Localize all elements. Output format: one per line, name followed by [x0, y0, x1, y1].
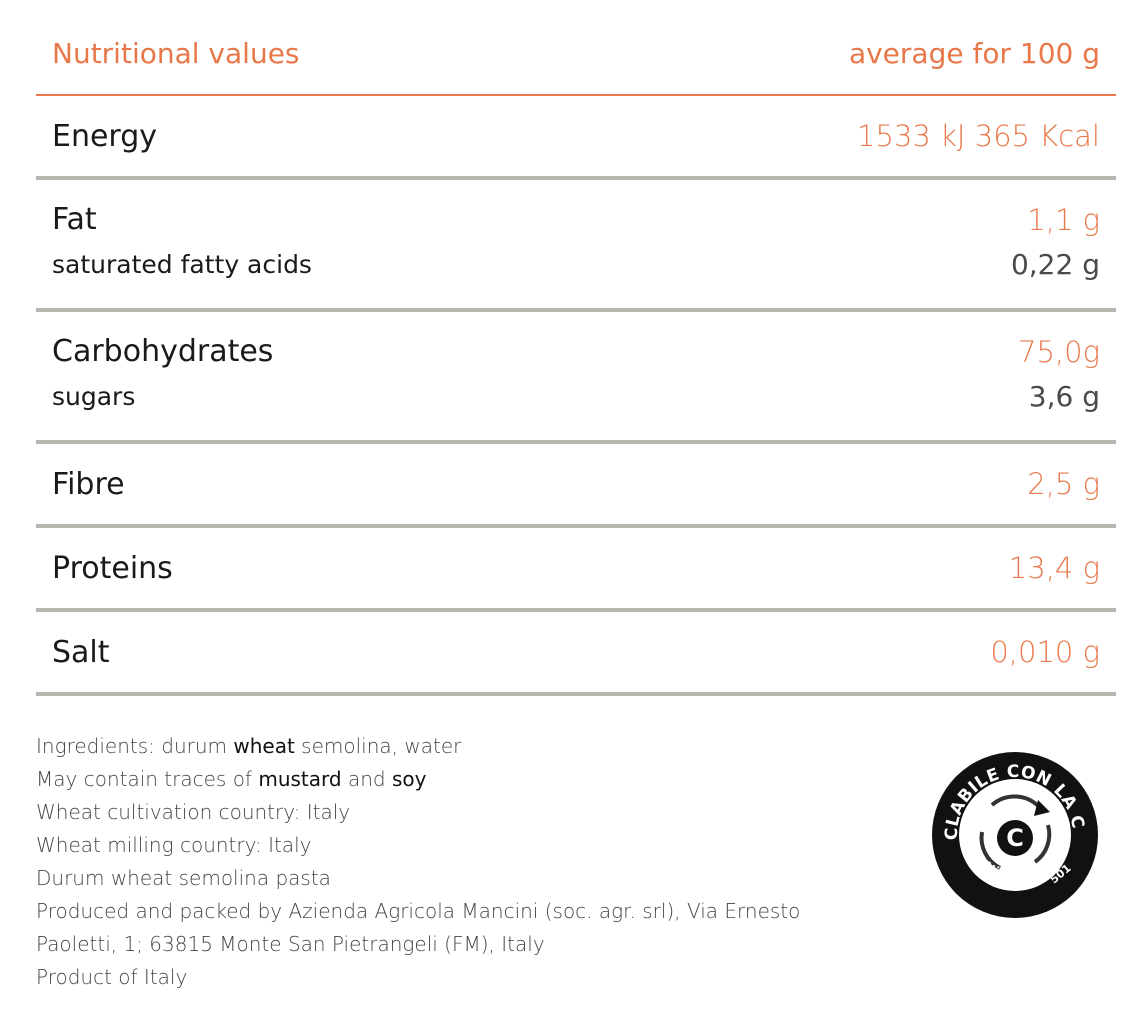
sub-nutrient-name: sugars — [52, 382, 136, 411]
traces-text: May contain traces of — [36, 767, 259, 791]
serving-basis: average for 100 g — [848, 36, 1100, 70]
allergen-mustard: mustard — [258, 767, 342, 791]
nutrient-value: 1,1 g — [1027, 202, 1100, 237]
nutrient-name: Energy — [52, 118, 158, 154]
ingredients-text: Ingredients: durum — [36, 734, 234, 758]
logo-center-disc — [997, 820, 1033, 856]
allergen-wheat: wheat — [233, 734, 295, 758]
nutrient-value: 0,010 g — [990, 635, 1100, 669]
sub-nutrient-value: 3,6 g — [1028, 380, 1100, 413]
nutrient-name: Carbohydrates — [52, 334, 274, 369]
table-title: Nutritional values — [52, 36, 300, 70]
nutrient-name: Proteins — [52, 550, 173, 586]
allergen-soy: soy — [391, 767, 427, 791]
sub-nutrient-name: saturated fatty acids — [52, 250, 312, 279]
milling-line: Wheat milling country: Italy — [36, 833, 312, 857]
traces-line: May contain traces of mustard and soy — [36, 763, 916, 796]
cultivation-line: Wheat cultivation country: Italy — [36, 800, 351, 824]
traces-text: and — [341, 767, 392, 791]
recyclable-paper-logo: RICICLABILE CON LA CARTA C Aticelca 501 — [930, 750, 1098, 918]
producer-line-2: Paoletti, 1; 63815 Monte San Pietrangeli… — [36, 932, 545, 956]
product-type-line: Durum wheat semolina pasta — [36, 866, 331, 890]
nutrition-table: Nutritional values average for 100 g Ene… — [36, 0, 1116, 696]
arrow-head-icon — [1034, 800, 1050, 816]
recycle-arrows-icon — [979, 794, 1052, 870]
nutrient-name: Fat — [52, 202, 97, 237]
nutrient-value: 75,0g — [1018, 334, 1100, 369]
table-header: Nutritional values average for 100 g — [36, 0, 1116, 96]
nutrient-row-fibre: Fibre 2,5 g — [36, 444, 1116, 528]
nutrient-row-fat: Fat 1,1 g saturated fatty acids 0,22 g — [36, 180, 1116, 312]
nutrient-row-carbohydrates: Carbohydrates 75,0g sugars 3,6 g — [36, 312, 1116, 444]
nutrient-value: 1533 kJ 365 Kcal — [857, 119, 1100, 153]
product-info: Ingredients: durum wheat semolina, water… — [36, 730, 916, 994]
nutrient-name: Fibre — [52, 466, 125, 502]
nutrient-name: Salt — [52, 634, 110, 670]
nutrient-row-proteins: Proteins 13,4 g — [36, 528, 1116, 612]
nutrient-value: 13,4 g — [1008, 551, 1100, 585]
nutrient-row-energy: Energy 1533 kJ 365 Kcal — [36, 96, 1116, 180]
logo-center-letter: C — [1006, 824, 1024, 852]
origin-line: Product of Italy — [36, 965, 188, 989]
nutrient-row-salt: Salt 0,010 g — [36, 612, 1116, 696]
producer-line-1: Produced and packed by Azienda Agricola … — [36, 899, 801, 923]
ingredients-text: semolina, water — [294, 734, 462, 758]
sub-nutrient-value: 0,22 g — [1010, 248, 1100, 281]
ingredients-line: Ingredients: durum wheat semolina, water — [36, 730, 916, 763]
nutrient-value: 2,5 g — [1027, 467, 1100, 501]
